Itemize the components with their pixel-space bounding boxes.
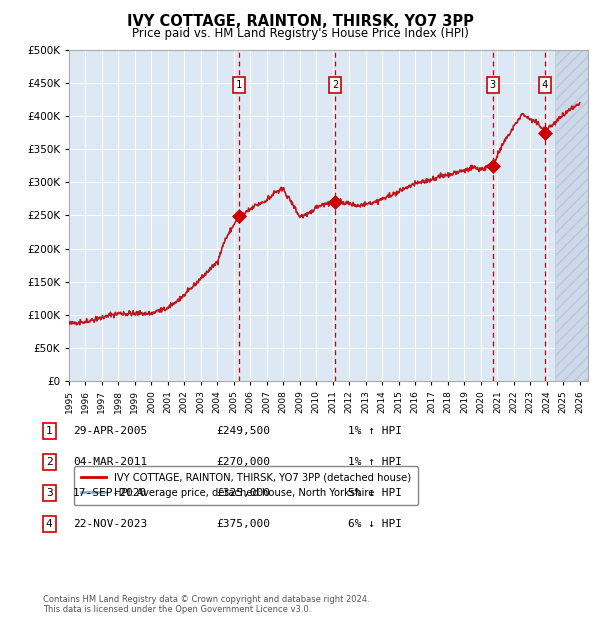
Text: 2: 2 [46,457,53,467]
Text: 22-NOV-2023: 22-NOV-2023 [73,519,148,529]
Text: This data is licensed under the Open Government Licence v3.0.: This data is licensed under the Open Gov… [43,604,311,614]
Text: 04-MAR-2011: 04-MAR-2011 [73,457,148,467]
Text: 2: 2 [332,80,338,90]
Text: 1% ↑ HPI: 1% ↑ HPI [348,457,402,467]
Bar [555,50,588,381]
Text: £270,000: £270,000 [216,457,270,467]
Text: 5% ↓ HPI: 5% ↓ HPI [348,488,402,498]
Text: £325,000: £325,000 [216,488,270,498]
Text: 3: 3 [46,488,53,498]
Text: 6% ↓ HPI: 6% ↓ HPI [348,519,402,529]
Text: 1: 1 [236,80,242,90]
Text: 1: 1 [46,426,53,436]
Text: 17-SEP-2020: 17-SEP-2020 [73,488,148,498]
Text: 1% ↑ HPI: 1% ↑ HPI [348,426,402,436]
Text: 3: 3 [490,80,496,90]
Text: 4: 4 [46,519,53,529]
Text: IVY COTTAGE, RAINTON, THIRSK, YO7 3PP: IVY COTTAGE, RAINTON, THIRSK, YO7 3PP [127,14,473,29]
Text: 29-APR-2005: 29-APR-2005 [73,426,148,436]
Text: £375,000: £375,000 [216,519,270,529]
Text: 4: 4 [542,80,548,90]
Text: Price paid vs. HM Land Registry's House Price Index (HPI): Price paid vs. HM Land Registry's House … [131,27,469,40]
Text: Contains HM Land Registry data © Crown copyright and database right 2024.: Contains HM Land Registry data © Crown c… [43,595,370,604]
Legend: IVY COTTAGE, RAINTON, THIRSK, YO7 3PP (detached house), HPI: Average price, deta: IVY COTTAGE, RAINTON, THIRSK, YO7 3PP (d… [74,466,418,505]
Text: £249,500: £249,500 [216,426,270,436]
